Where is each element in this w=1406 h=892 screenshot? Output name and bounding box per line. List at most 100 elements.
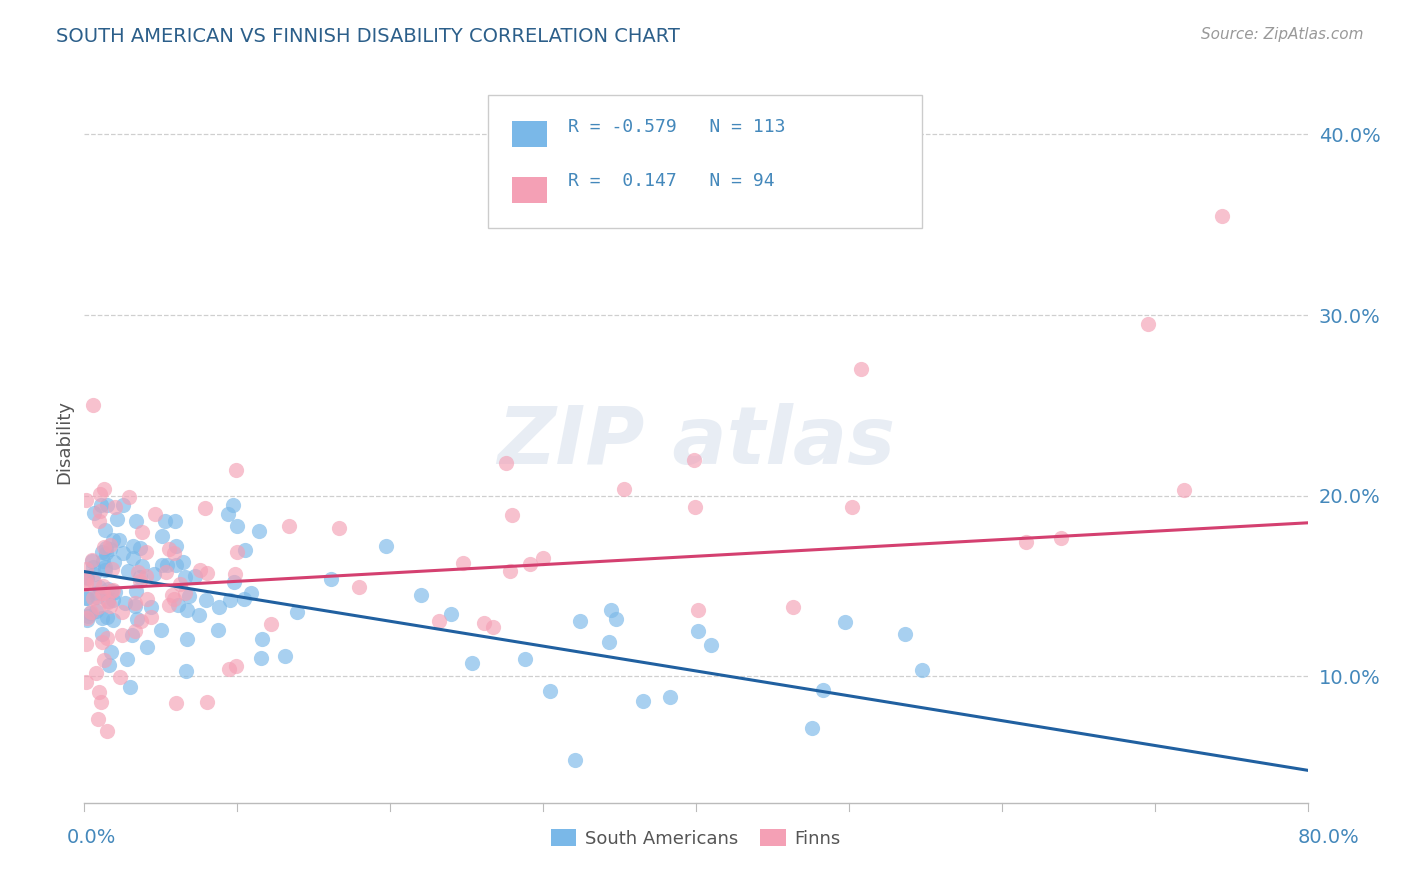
Point — [75, 574, 97, 588]
Point — [219, 593, 242, 607]
Point — [101, 613, 124, 627]
Point — [194, 500, 217, 515]
Point — [82, 591, 104, 605]
Point — [135, 569, 157, 583]
Point — [80, 553, 103, 567]
Point — [564, 753, 586, 767]
Point — [96, 541, 118, 556]
Point — [188, 608, 211, 623]
Point — [91, 579, 114, 593]
Point — [108, 670, 131, 684]
Point — [1173, 483, 1195, 497]
Point — [100, 645, 122, 659]
Point — [841, 500, 863, 514]
Point — [160, 588, 183, 602]
Point — [136, 592, 159, 607]
Point — [101, 593, 124, 607]
Point — [319, 572, 342, 586]
Point — [184, 569, 207, 583]
Point — [1049, 531, 1071, 545]
Point — [79, 607, 101, 621]
Point — [233, 543, 256, 558]
Point — [96, 724, 118, 739]
Text: Source: ZipAtlas.com: Source: ZipAtlas.com — [1201, 27, 1364, 42]
Point — [87, 580, 110, 594]
Point — [103, 555, 125, 569]
Point — [683, 452, 706, 467]
Point — [150, 558, 173, 572]
Point — [157, 598, 180, 612]
Point — [82, 559, 104, 574]
Point — [135, 545, 157, 559]
Point — [409, 589, 432, 603]
Point — [75, 591, 97, 605]
Point — [174, 664, 197, 678]
Point — [135, 640, 157, 654]
Point — [77, 608, 100, 623]
Point — [169, 577, 191, 591]
Point — [131, 559, 153, 574]
Point — [149, 624, 172, 638]
Point — [613, 482, 636, 496]
Point — [90, 627, 112, 641]
Text: R = -0.579   N = 113: R = -0.579 N = 113 — [568, 119, 785, 136]
Point — [179, 589, 201, 603]
Point — [76, 611, 98, 625]
Point — [513, 652, 536, 666]
Point — [83, 574, 105, 589]
Point — [225, 658, 247, 673]
Point — [91, 611, 114, 625]
Point — [91, 554, 114, 568]
Point — [129, 614, 152, 628]
Point — [347, 580, 370, 594]
Point — [631, 694, 654, 708]
Point — [87, 712, 110, 726]
Point — [194, 592, 217, 607]
Point — [440, 607, 463, 622]
Point — [114, 596, 136, 610]
Point — [495, 456, 517, 470]
Point — [75, 637, 97, 651]
Point — [195, 566, 218, 580]
Point — [75, 576, 97, 591]
Point — [86, 586, 108, 600]
Point — [108, 533, 131, 547]
Point — [129, 541, 152, 556]
Point — [328, 521, 350, 535]
FancyBboxPatch shape — [488, 95, 922, 228]
Point — [157, 542, 180, 557]
Y-axis label: Disability: Disability — [55, 400, 73, 483]
Point — [105, 511, 128, 525]
Point — [274, 648, 297, 663]
Point — [91, 586, 114, 600]
Point — [100, 583, 122, 598]
Point — [89, 504, 111, 518]
Point — [834, 615, 856, 630]
Point — [174, 570, 197, 584]
Point — [93, 559, 115, 574]
Point — [165, 558, 187, 572]
Point — [460, 656, 482, 670]
Point — [76, 571, 98, 585]
Point — [163, 591, 186, 606]
Point — [172, 555, 194, 569]
Point — [481, 620, 503, 634]
Point — [129, 574, 152, 589]
Point — [225, 519, 247, 533]
Point — [82, 398, 104, 412]
Point — [96, 610, 118, 624]
Point — [174, 586, 197, 600]
Point — [124, 596, 146, 610]
Point — [76, 613, 98, 627]
Point — [90, 498, 112, 512]
Point — [96, 631, 118, 645]
Point — [683, 500, 706, 514]
Point — [118, 680, 141, 694]
Point — [93, 653, 115, 667]
Point — [98, 599, 121, 613]
Point — [501, 508, 523, 522]
Point — [98, 541, 121, 556]
Point — [125, 514, 148, 528]
Text: SOUTH AMERICAN VS FINNISH DISABILITY CORRELATION CHART: SOUTH AMERICAN VS FINNISH DISABILITY COR… — [56, 27, 681, 45]
Point — [127, 566, 149, 580]
